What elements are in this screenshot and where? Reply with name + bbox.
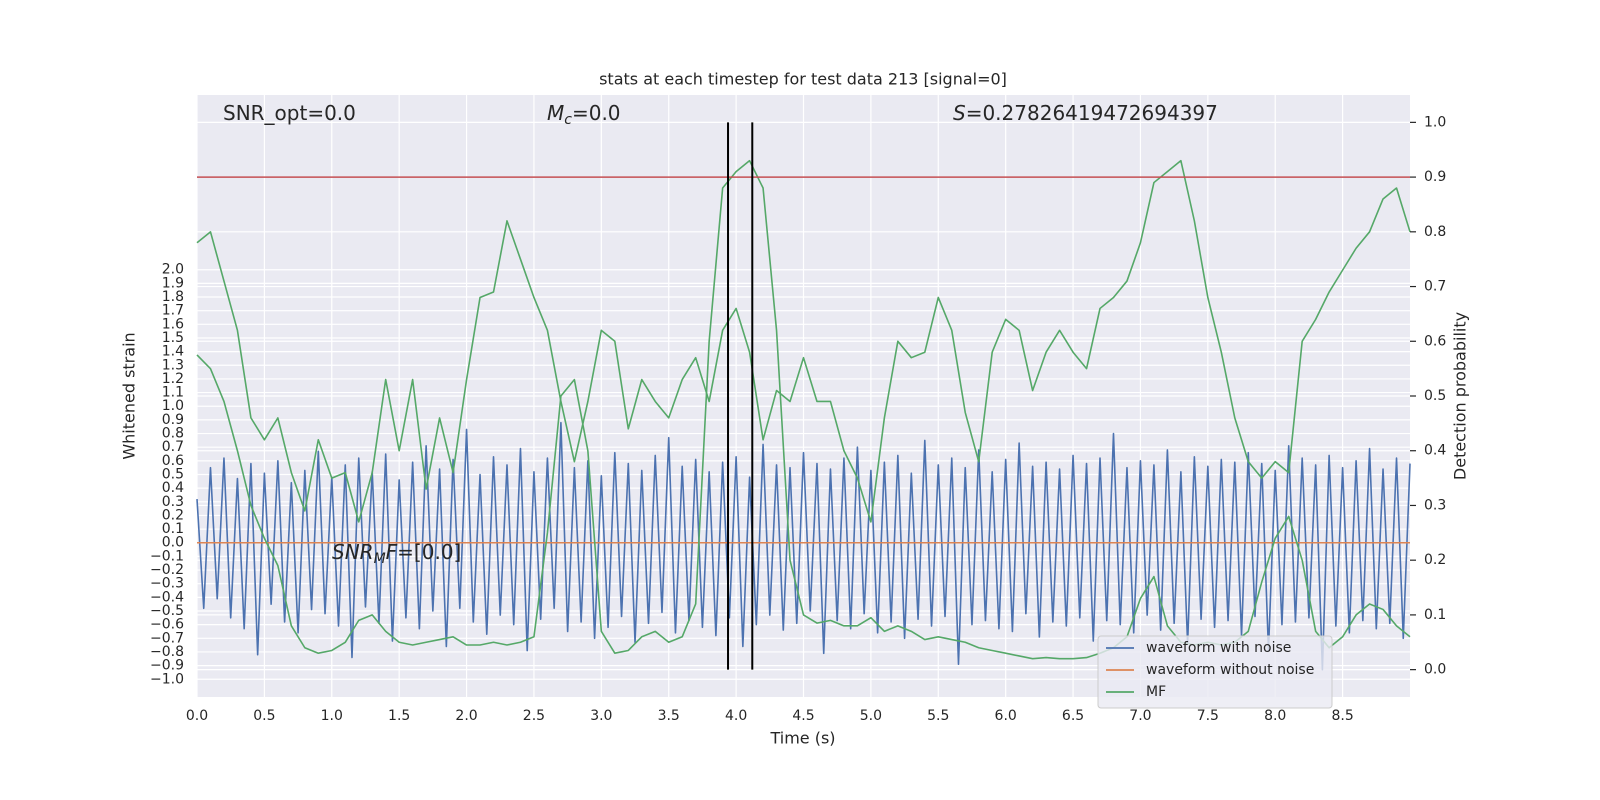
y-tick-label: −0.7 [150, 630, 184, 646]
y-tick-label: −0.4 [150, 589, 184, 605]
x-tick-label: 5.0 [860, 708, 882, 724]
y-tick-label: −0.3 [150, 576, 184, 592]
annotation-part: M [374, 551, 386, 567]
annotation: SNR_opt=0.0 [223, 101, 356, 125]
annotation: Mc=0.0 [547, 101, 621, 129]
y2-tick-label: 0.4 [1424, 443, 1446, 459]
series-line [196, 421, 1411, 671]
y-tick-label: 0.3 [162, 494, 184, 510]
x-tick-label: 6.0 [995, 708, 1017, 724]
x-tick-label: 4.5 [792, 708, 814, 724]
annotation: SNRMF=[0.0] [332, 540, 461, 568]
x-tick-label: 8.0 [1264, 708, 1286, 724]
x-tick-label: 7.0 [1129, 708, 1151, 724]
x-tick-label: 4.0 [725, 708, 747, 724]
y2-tick-label: 0.2 [1424, 552, 1446, 568]
annotation-part: c [564, 112, 572, 128]
x-tick-label: 8.5 [1331, 708, 1353, 724]
x-tick-label: 7.5 [1197, 708, 1219, 724]
y-tick-label: 1.3 [162, 357, 184, 373]
x-tick-label: 1.5 [388, 708, 410, 724]
x-tick-label: 0.5 [253, 708, 275, 724]
y2-tick-label: 0.1 [1424, 607, 1446, 623]
y2-tick-label: 0.0 [1424, 662, 1446, 678]
y-tick-label: 1.6 [162, 316, 184, 332]
annotation-part: =0.27826419472694397 [966, 101, 1218, 125]
legend-box [1097, 635, 1333, 709]
y2-tick-label: 0.8 [1424, 224, 1446, 240]
y2-axis-label: Detection probability [1451, 312, 1470, 480]
legend-label: MF [1146, 684, 1166, 700]
x-tick-label: 1.0 [321, 708, 343, 724]
y-tick-label: 1.1 [162, 385, 184, 401]
y-tick-label: −0.8 [150, 644, 184, 660]
series-line [196, 159, 1411, 523]
y2-tick-label: 0.3 [1424, 497, 1446, 513]
y-axis-label: Whitened strain [120, 332, 139, 459]
y-tick-label: 0.1 [162, 521, 184, 537]
plot [196, 122, 1411, 671]
legend-label: waveform without noise [1146, 662, 1314, 678]
y-tick-label: 0.8 [162, 426, 184, 442]
y2-tick-label: 0.7 [1424, 279, 1446, 295]
x-axis-label: Time (s) [769, 729, 835, 748]
y2-tick-label: 0.6 [1424, 333, 1446, 349]
legend-label: waveform with noise [1146, 640, 1291, 656]
ticks: 0.0 0.5 1.0 1.5 2.0 2.5 3.0 3.5 4.0 4.5 5.0 5.5 6.0 6… [150, 114, 1446, 724]
y-tick-label: −0.9 [150, 658, 184, 674]
y2-tick-label: 0.9 [1424, 169, 1446, 185]
y-tick-label: 0.5 [162, 466, 184, 482]
y-tick-label: 1.9 [162, 275, 184, 291]
annotation-part: SNR [332, 540, 374, 564]
annotation-part: S [953, 101, 966, 125]
y-tick-label: 1.0 [162, 398, 184, 414]
y-tick-label: 1.4 [162, 344, 184, 360]
y-tick-label: −0.6 [150, 617, 184, 633]
x-tick-label: 3.5 [658, 708, 680, 724]
y-tick-label: −0.1 [150, 548, 184, 564]
y2-tick-label: 0.5 [1424, 388, 1446, 404]
x-tick-label: 5.5 [927, 708, 949, 724]
y-tick-label: −0.5 [150, 603, 184, 619]
x-tick-label: 2.0 [455, 708, 477, 724]
y2-tick-label: 1.0 [1424, 114, 1446, 130]
y-tick-label: 1.5 [162, 330, 184, 346]
annotation-part: SNR_opt=0.0 [223, 101, 356, 125]
annotation-part: F [386, 540, 398, 564]
x-tick-label: 3.0 [590, 708, 612, 724]
y-tick-label: 2.0 [162, 262, 184, 278]
y-tick-label: 1.7 [162, 303, 184, 319]
y-tick-label: 1.2 [162, 371, 184, 387]
legend: waveform with noise waveform without nois… [1097, 635, 1333, 709]
annotation: S=0.27826419472694397 [953, 101, 1218, 125]
y-tick-label: 0.6 [162, 453, 184, 469]
y-tick-label: 0.0 [162, 535, 184, 551]
x-tick-label: 2.5 [523, 708, 545, 724]
y-tick-label: 0.4 [162, 480, 184, 496]
x-tick-label: 6.5 [1062, 708, 1084, 724]
y-tick-label: −0.2 [150, 562, 184, 578]
annotation-part: M [547, 101, 564, 125]
chart-title: stats at each timestep for test data 213… [599, 70, 1007, 89]
y-tick-label: −1.0 [150, 671, 184, 687]
annotations: SNR_opt=0.0 Mc=0.0 S=0.27826419472694397 SN… [223, 101, 1218, 568]
annotation-part: =[0.0] [397, 540, 461, 564]
y-tick-label: 1.8 [162, 289, 184, 305]
y-tick-label: 0.9 [162, 412, 184, 428]
annotation-part: =0.0 [572, 101, 621, 125]
x-tick-label: 0.0 [186, 708, 208, 724]
y-tick-label: 0.2 [162, 507, 184, 523]
y-tick-label: 0.7 [162, 439, 184, 455]
